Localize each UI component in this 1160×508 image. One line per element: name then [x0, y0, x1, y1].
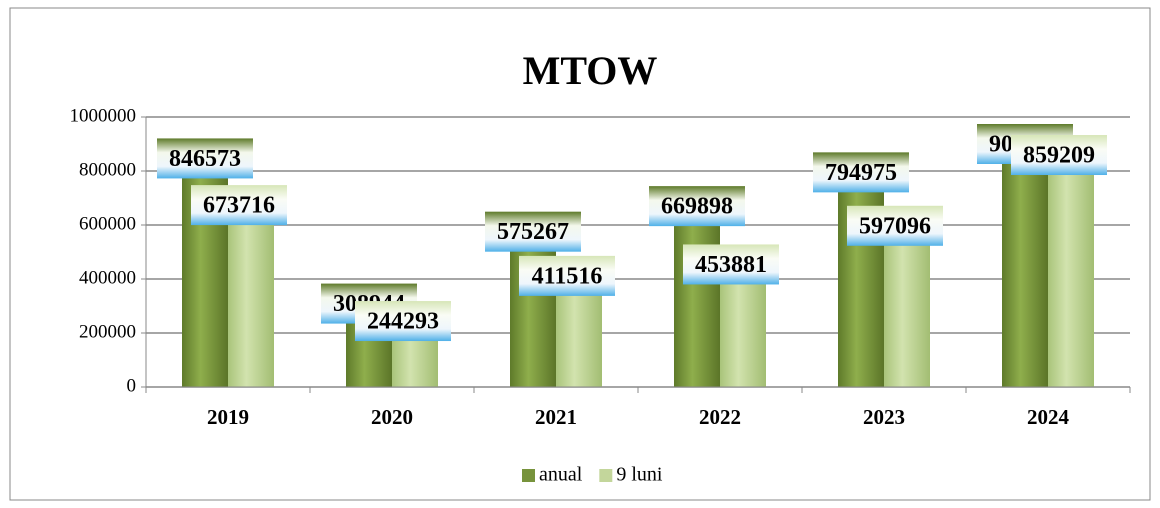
value-label-box [355, 301, 451, 342]
legend-label: anual [539, 464, 583, 486]
bar [1048, 155, 1094, 387]
value-label: 846573 [169, 146, 241, 172]
value-label-box [191, 185, 287, 226]
bar [228, 205, 274, 387]
value-label: 859209 [1023, 143, 1095, 169]
value-label: 575267 [497, 219, 569, 245]
bar [674, 206, 720, 387]
x-tick-label: 2020 [371, 405, 413, 429]
x-tick-label: 2019 [207, 405, 249, 429]
y-tick-label: 800000 [79, 159, 136, 180]
y-tick-label: 600000 [79, 213, 136, 234]
x-tick-label: 2023 [863, 405, 905, 429]
value-label: 673716 [203, 193, 275, 219]
value-label: 453881 [695, 252, 767, 278]
legend-label: 9 luni [616, 464, 663, 486]
value-label: 794975 [825, 160, 897, 186]
value-label-box [813, 152, 909, 193]
value-label-box [683, 244, 779, 285]
legend-swatch [599, 469, 613, 482]
bar [884, 225, 930, 387]
legend-swatch [522, 469, 535, 482]
value-label: 411516 [532, 263, 603, 289]
x-tick-label: 2022 [699, 405, 741, 429]
x-tick-label: 2024 [1027, 405, 1070, 429]
value-label-box [1011, 135, 1107, 176]
bar [510, 231, 556, 387]
y-tick-label: 200000 [79, 321, 136, 342]
value-label-box [847, 205, 943, 246]
value-label-box [157, 138, 253, 179]
value-label-box [519, 255, 615, 296]
value-label-box [485, 211, 581, 252]
value-label: 597096 [859, 213, 931, 239]
y-tick-label: 1000000 [70, 105, 137, 126]
value-label: 244293 [367, 309, 439, 335]
y-tick-label: 400000 [79, 267, 136, 288]
y-tick-label: 0 [127, 375, 137, 396]
value-label: 669898 [661, 194, 733, 220]
bar [838, 172, 884, 387]
chart-title: MTOW [523, 48, 658, 93]
bar [1002, 144, 1048, 387]
x-tick-label: 2021 [535, 405, 577, 429]
bar [720, 264, 766, 387]
value-label-box [649, 186, 745, 227]
